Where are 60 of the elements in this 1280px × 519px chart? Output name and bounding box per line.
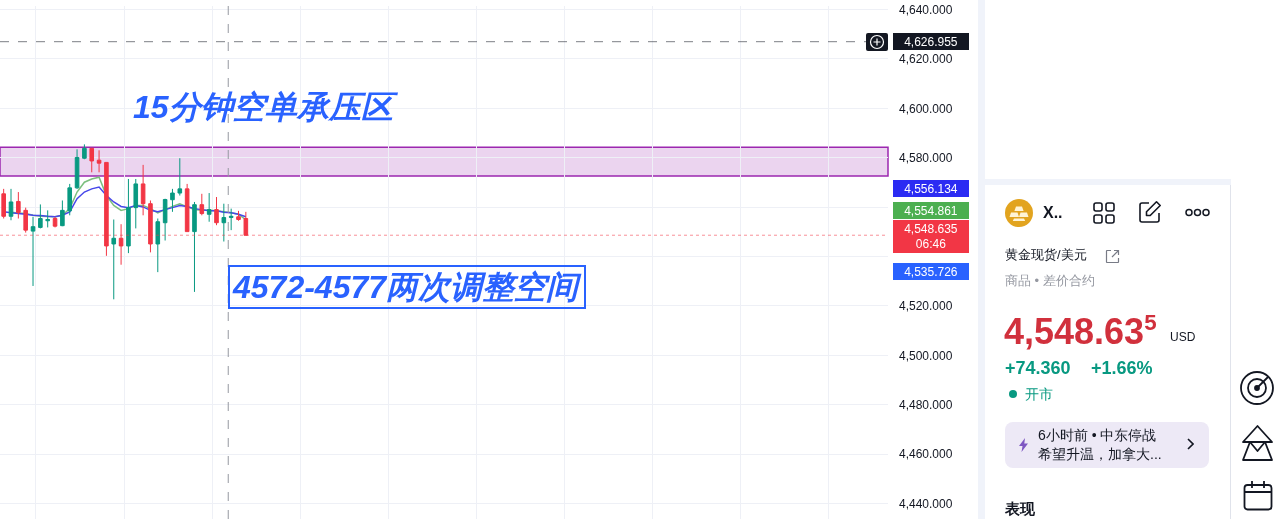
y-tick-label: 4,580.000 xyxy=(899,150,953,165)
candlestick xyxy=(38,203,43,229)
text: USD xyxy=(1170,330,1196,345)
candlestick xyxy=(184,183,190,233)
y-tick-label: 4,480.000 xyxy=(899,398,953,413)
text: +74.360 xyxy=(1005,358,1071,379)
candlestick xyxy=(60,199,65,227)
text: 黄金现货/美元 xyxy=(1005,247,1087,263)
candlestick xyxy=(111,219,117,300)
candlestick xyxy=(118,223,124,266)
ref-line-label: 4,626.955 xyxy=(904,34,958,49)
ref-line-label: 4,548.635 06:46 xyxy=(904,221,958,252)
text: 4,554.861 xyxy=(904,203,958,218)
candlestick xyxy=(214,196,219,226)
annotation: 4572-4577两次调整空间 xyxy=(232,269,583,305)
candlestick xyxy=(8,188,14,221)
candlestick xyxy=(82,143,87,160)
candlestick xyxy=(243,211,249,236)
candlestick xyxy=(155,218,161,273)
text: 4,556.134 xyxy=(904,181,958,196)
text: 商品 • 差价合约 xyxy=(1005,273,1095,289)
candlestick xyxy=(133,178,139,229)
candlestick xyxy=(45,209,50,228)
candlestick xyxy=(192,201,197,293)
candlestick xyxy=(52,216,58,228)
candlestick xyxy=(74,148,80,190)
y-tick-label: 4,500.000 xyxy=(899,348,953,363)
candlestick xyxy=(140,164,146,216)
candlestick xyxy=(228,208,234,231)
y-tick-label: 4,520.000 xyxy=(899,299,953,314)
text: 开市 xyxy=(1025,386,1053,403)
text: 4,535.726 xyxy=(904,264,958,279)
candlestick xyxy=(23,207,28,234)
candlestick xyxy=(16,191,21,220)
candlestick xyxy=(89,147,95,173)
candlestick xyxy=(206,192,212,223)
candlestick xyxy=(236,210,241,222)
candlestick xyxy=(96,149,102,173)
y-tick-label: 4,440.000 xyxy=(899,496,953,511)
candlestick xyxy=(221,203,227,242)
candlestick xyxy=(177,157,183,197)
text: 表现 xyxy=(1005,500,1035,518)
candlestick xyxy=(30,216,36,287)
y-tick-label: 4,600.000 xyxy=(899,101,953,116)
text: 4,548.63$^{5}$ xyxy=(1004,310,1157,353)
text: 6小时前 • 中东停战希望升温，加拿大... xyxy=(1038,426,1162,464)
candlestick xyxy=(170,188,175,213)
candlestick xyxy=(104,161,109,257)
y-tick-label: 4,640.000 xyxy=(899,2,953,17)
text: X.. xyxy=(1043,204,1063,223)
y-tick-label: 4,620.000 xyxy=(899,52,953,67)
band-label: 15分钟空单承压区 xyxy=(133,89,399,125)
candlestick xyxy=(199,193,205,216)
y-tick-label: 4,460.000 xyxy=(899,447,953,462)
text: +1.66% xyxy=(1091,358,1153,379)
candlestick xyxy=(1,188,6,220)
candlestick xyxy=(67,183,73,216)
candlestick xyxy=(126,178,131,254)
candlestick xyxy=(162,198,168,242)
candlestick xyxy=(148,199,153,253)
